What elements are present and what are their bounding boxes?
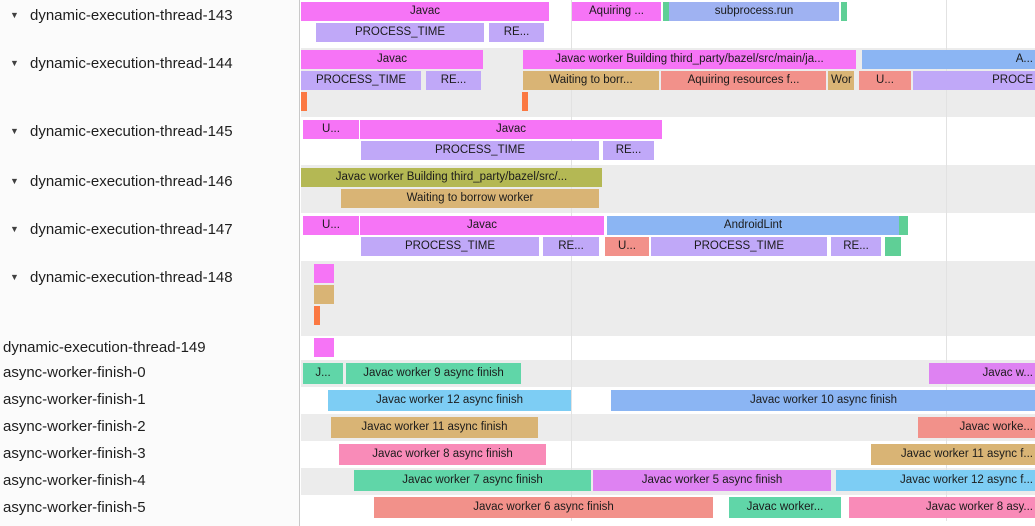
timeline-slice[interactable]: U...: [303, 120, 359, 139]
timeline-slice[interactable]: Javac: [360, 216, 604, 235]
timeline-slice[interactable]: Aquiring resources f...: [661, 71, 826, 90]
timeline-slice[interactable]: Javac w...: [929, 363, 1035, 384]
collapse-arrow-icon[interactable]: ▼: [10, 10, 19, 20]
timeline-slice[interactable]: RE...: [489, 23, 544, 42]
timeline-slice[interactable]: A...: [862, 50, 1035, 69]
track-name-panel: ▼ dynamic-execution-thread-143 ▼ dynamic-ex…: [0, 0, 300, 526]
track-name-label: dynamic-execution-thread-147: [30, 220, 233, 238]
timeline-slice[interactable]: PROCESS_TIME: [301, 71, 421, 90]
collapse-arrow-icon[interactable]: ▼: [10, 126, 19, 136]
timeline-slice[interactable]: RE...: [831, 237, 881, 256]
track-name-async-worker-finish-2[interactable]: async-worker-finish-2: [0, 415, 299, 437]
timeline-slice[interactable]: [301, 92, 307, 111]
timeline-slice[interactable]: PROCE: [913, 71, 1035, 90]
track-name-dynamic-execution-thread-148[interactable]: ▼ dynamic-execution-thread-148: [0, 266, 299, 288]
track-name-label: dynamic-execution-thread-148: [30, 268, 233, 286]
timeline-slice[interactable]: Javac worker 11 async f...: [871, 444, 1035, 465]
timeline-slice[interactable]: [885, 237, 901, 256]
time-gridline: [571, 0, 572, 521]
timeline-slice[interactable]: [314, 306, 320, 325]
track-background-dynamic-execution-thread-149: [301, 336, 1035, 360]
timeline-slice[interactable]: Javac: [301, 50, 483, 69]
timeline-slice[interactable]: Javac worker 8 async finish: [339, 444, 546, 465]
timeline-slice[interactable]: J...: [303, 363, 343, 384]
timeline-slice[interactable]: Waiting to borr...: [523, 71, 659, 90]
track-name-dynamic-execution-thread-145[interactable]: ▼ dynamic-execution-thread-145: [0, 120, 299, 142]
timeline-canvas[interactable]: Javac Aquiring ... subprocess.run PROCESS_T…: [301, 0, 1035, 526]
timeline-slice[interactable]: [899, 216, 908, 235]
track-name-async-worker-finish-5[interactable]: async-worker-finish-5: [0, 496, 299, 518]
timeline-slice[interactable]: Javac worker Building third_party/bazel/…: [523, 50, 856, 69]
timeline-slice[interactable]: Javac worker 10 async finish: [611, 390, 1035, 411]
track-name-label: async-worker-finish-0: [3, 363, 146, 381]
timeline-slice[interactable]: PROCESS_TIME: [361, 141, 599, 160]
timeline-slice[interactable]: Javac: [360, 120, 662, 139]
timeline-slice[interactable]: Javac worker 5 async finish: [593, 470, 831, 491]
track-name-dynamic-execution-thread-143[interactable]: ▼ dynamic-execution-thread-143: [0, 4, 299, 26]
track-name-dynamic-execution-thread-149[interactable]: dynamic-execution-thread-149: [0, 336, 299, 358]
track-name-label: dynamic-execution-thread-143: [30, 6, 233, 24]
timeline-slice[interactable]: AndroidLint: [607, 216, 899, 235]
track-name-dynamic-execution-thread-146[interactable]: ▼ dynamic-execution-thread-146: [0, 170, 299, 192]
timeline-slice[interactable]: Javac worker 6 async finish: [374, 497, 713, 518]
timeline-slice[interactable]: [841, 2, 847, 21]
timeline-slice[interactable]: [663, 2, 669, 21]
timeline-slice[interactable]: Javac worker 12 async finish: [328, 390, 571, 411]
timeline-slice[interactable]: U...: [605, 237, 649, 256]
timeline-slice[interactable]: Javac worker...: [729, 497, 841, 518]
track-name-label: async-worker-finish-2: [3, 417, 146, 435]
timeline-slice[interactable]: Javac worke...: [918, 417, 1035, 438]
timeline-slice[interactable]: [314, 264, 334, 283]
timeline-slice[interactable]: Wor: [828, 71, 854, 90]
timeline-slice[interactable]: Javac worker 8 asy...: [849, 497, 1035, 518]
track-name-dynamic-execution-thread-147[interactable]: ▼ dynamic-execution-thread-147: [0, 218, 299, 240]
timeline-slice[interactable]: U...: [859, 71, 911, 90]
timeline-slice[interactable]: [314, 285, 334, 304]
track-name-async-worker-finish-4[interactable]: async-worker-finish-4: [0, 469, 299, 491]
track-name-async-worker-finish-0[interactable]: async-worker-finish-0: [0, 361, 299, 383]
track-name-label: async-worker-finish-5: [3, 498, 146, 516]
timeline-slice[interactable]: Javac worker 9 async finish: [346, 363, 521, 384]
timeline-slice[interactable]: RE...: [543, 237, 599, 256]
track-name-dynamic-execution-thread-144[interactable]: ▼ dynamic-execution-thread-144: [0, 52, 299, 74]
timeline-slice[interactable]: Aquiring ...: [572, 2, 661, 21]
time-gridline: [946, 0, 947, 521]
track-name-label: dynamic-execution-thread-146: [30, 172, 233, 190]
timeline-slice[interactable]: U...: [303, 216, 359, 235]
track-name-label: async-worker-finish-1: [3, 390, 146, 408]
track-name-async-worker-finish-1[interactable]: async-worker-finish-1: [0, 388, 299, 410]
track-background-dynamic-execution-thread-148: [301, 261, 1035, 336]
track-name-async-worker-finish-3[interactable]: async-worker-finish-3: [0, 442, 299, 464]
timeline-slice[interactable]: RE...: [426, 71, 481, 90]
track-name-label: dynamic-execution-thread-144: [30, 54, 233, 72]
timeline-slice[interactable]: PROCESS_TIME: [316, 23, 484, 42]
collapse-arrow-icon[interactable]: ▼: [10, 224, 19, 234]
timeline-slice[interactable]: PROCESS_TIME: [361, 237, 539, 256]
timeline-slice[interactable]: PROCESS_TIME: [651, 237, 827, 256]
timeline-slice[interactable]: [314, 338, 334, 357]
collapse-arrow-icon[interactable]: ▼: [10, 58, 19, 68]
timeline-slice[interactable]: Waiting to borrow worker: [341, 189, 599, 208]
timeline-slice[interactable]: RE...: [603, 141, 654, 160]
track-name-label: dynamic-execution-thread-145: [30, 122, 233, 140]
timeline-slice[interactable]: Javac worker 7 async finish: [354, 470, 591, 491]
timeline-slice[interactable]: [522, 92, 528, 111]
track-name-label: async-worker-finish-3: [3, 444, 146, 462]
timeline-slice[interactable]: Javac worker 11 async finish: [331, 417, 538, 438]
timeline-slice[interactable]: subprocess.run: [669, 2, 839, 21]
timeline-slice[interactable]: Javac: [301, 2, 549, 21]
timeline-slice[interactable]: Javac worker 12 async f...: [836, 470, 1035, 491]
track-name-label: dynamic-execution-thread-149: [3, 338, 206, 356]
collapse-arrow-icon[interactable]: ▼: [10, 176, 19, 186]
timeline-slice[interactable]: Javac worker Building third_party/bazel/…: [301, 168, 602, 187]
track-name-label: async-worker-finish-4: [3, 471, 146, 489]
collapse-arrow-icon[interactable]: ▼: [10, 272, 19, 282]
